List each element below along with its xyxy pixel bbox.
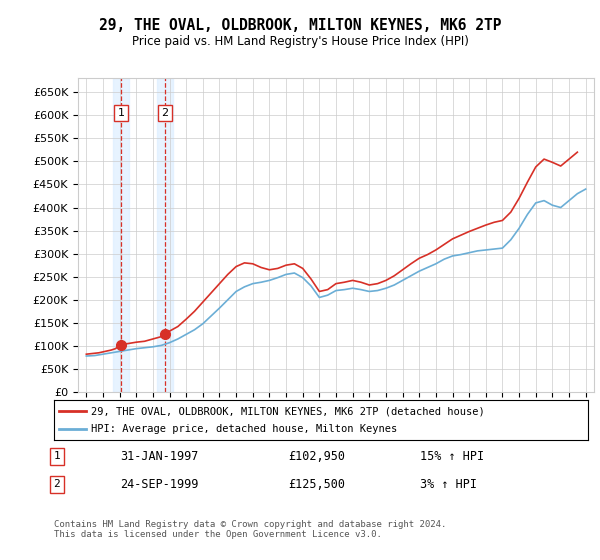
Bar <box>113 78 129 392</box>
Text: 2: 2 <box>161 108 169 118</box>
Text: 1: 1 <box>53 451 61 461</box>
Text: 29, THE OVAL, OLDBROOK, MILTON KEYNES, MK6 2TP: 29, THE OVAL, OLDBROOK, MILTON KEYNES, M… <box>99 18 501 32</box>
Text: 31-JAN-1997: 31-JAN-1997 <box>120 450 199 463</box>
Text: Contains HM Land Registry data © Crown copyright and database right 2024.
This d: Contains HM Land Registry data © Crown c… <box>54 520 446 539</box>
Text: £125,500: £125,500 <box>288 478 345 491</box>
Text: 24-SEP-1999: 24-SEP-1999 <box>120 478 199 491</box>
Text: £102,950: £102,950 <box>288 450 345 463</box>
Bar <box>157 78 173 392</box>
Text: 29, THE OVAL, OLDBROOK, MILTON KEYNES, MK6 2TP (detached house): 29, THE OVAL, OLDBROOK, MILTON KEYNES, M… <box>91 407 485 417</box>
Text: 15% ↑ HPI: 15% ↑ HPI <box>420 450 484 463</box>
Text: 1: 1 <box>118 108 124 118</box>
Text: Price paid vs. HM Land Registry's House Price Index (HPI): Price paid vs. HM Land Registry's House … <box>131 35 469 49</box>
Text: 3% ↑ HPI: 3% ↑ HPI <box>420 478 477 491</box>
Text: 2: 2 <box>53 479 61 489</box>
Text: HPI: Average price, detached house, Milton Keynes: HPI: Average price, detached house, Milt… <box>91 423 398 433</box>
